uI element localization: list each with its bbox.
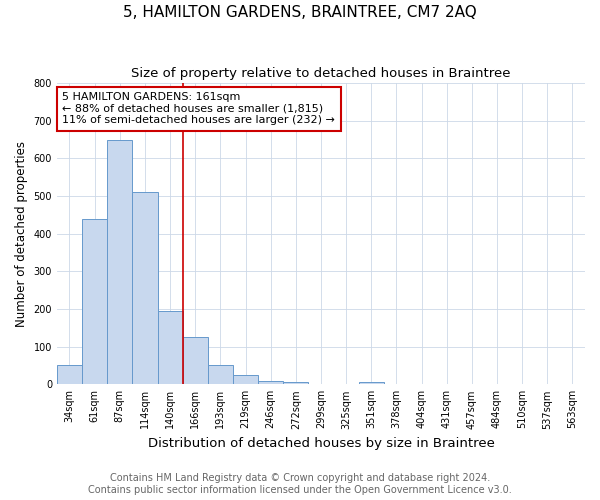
Bar [158, 311, 182, 384]
Text: 5 HAMILTON GARDENS: 161sqm
← 88% of detached houses are smaller (1,815)
11% of s: 5 HAMILTON GARDENS: 161sqm ← 88% of deta… [62, 92, 335, 126]
Bar [283, 382, 308, 384]
Bar [359, 382, 384, 384]
Title: Size of property relative to detached houses in Braintree: Size of property relative to detached ho… [131, 68, 511, 80]
Bar [258, 380, 283, 384]
Bar [82, 218, 107, 384]
Bar [57, 366, 82, 384]
Bar [233, 375, 258, 384]
Bar [107, 140, 133, 384]
Text: Contains HM Land Registry data © Crown copyright and database right 2024.
Contai: Contains HM Land Registry data © Crown c… [88, 474, 512, 495]
Bar [133, 192, 158, 384]
Text: 5, HAMILTON GARDENS, BRAINTREE, CM7 2AQ: 5, HAMILTON GARDENS, BRAINTREE, CM7 2AQ [123, 5, 477, 20]
X-axis label: Distribution of detached houses by size in Braintree: Distribution of detached houses by size … [148, 437, 494, 450]
Bar [208, 366, 233, 384]
Bar [182, 337, 208, 384]
Y-axis label: Number of detached properties: Number of detached properties [15, 140, 28, 326]
